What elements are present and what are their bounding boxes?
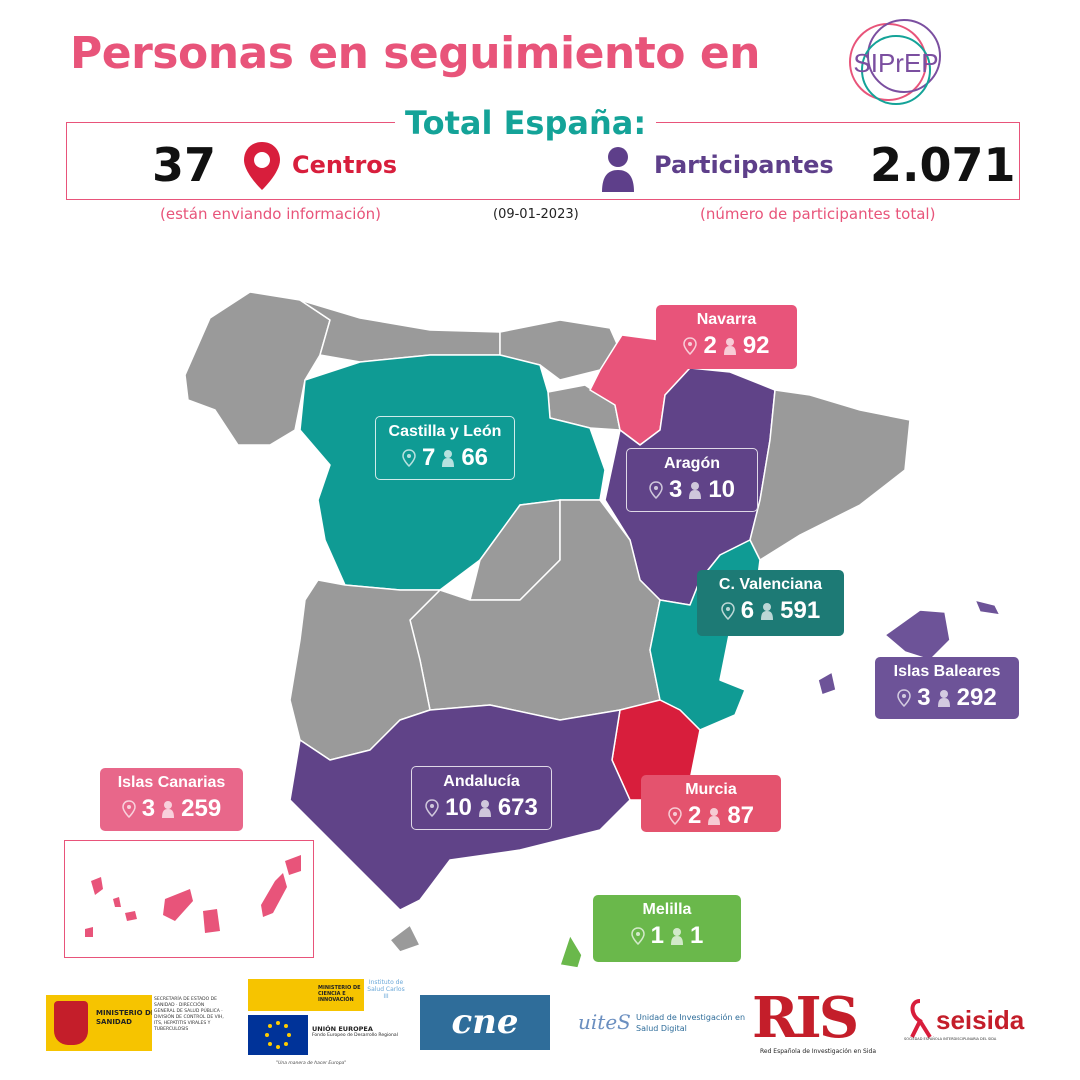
person-icon: [671, 928, 683, 945]
isciii-logo: Instituto de Salud Carlos III: [367, 979, 405, 1000]
region-participantes: 591: [780, 597, 821, 624]
person-icon: [761, 603, 774, 620]
region-participantes: 1: [690, 922, 704, 949]
map-pin-icon: [122, 800, 136, 818]
region-centros: 3: [141, 795, 156, 822]
uites-logo: uiteS: [578, 1010, 631, 1034]
centros-label: Centros: [292, 151, 398, 179]
eu-tagline: "Una manera de hacer Europa": [276, 1061, 347, 1066]
region-label-navarra: Navarra 2 92: [656, 305, 797, 369]
region-label-melilla: Melilla 1 1: [593, 895, 741, 962]
siprep-logo-text: SIPrEP: [853, 48, 938, 78]
region-centros: 10: [445, 794, 472, 821]
cne-logo: cne: [420, 995, 550, 1050]
map-pin-icon: [721, 602, 735, 620]
region-label-islas-canarias: Islas Canarias 3 259: [100, 768, 243, 831]
region-label-aragon: Aragón 3 10: [626, 448, 758, 512]
person-icon: [708, 808, 721, 825]
person-icon: [937, 690, 950, 707]
date-label: (09-01-2023): [493, 207, 579, 222]
region-name: Castilla y León: [388, 423, 502, 440]
participantes-label: Participantes: [654, 151, 834, 179]
map-pin-icon: [897, 689, 912, 707]
participantes-count: 2.071: [870, 138, 1016, 192]
logos-footer: MINISTERIO DE SANIDAD SECRETARÍA DE ESTA…: [0, 975, 1080, 1080]
region-name: Islas Baleares: [893, 663, 1001, 680]
eu-fund: Fondo Europeo de Desarrollo Regional: [312, 1033, 398, 1038]
region-participantes: 10: [708, 476, 736, 503]
region-centros: 1: [650, 922, 664, 949]
ministerio-sanidad-detail: SECRETARÍA DE ESTADO DE SANIDAD · DIRECC…: [152, 995, 228, 1051]
eu-flag-icon: [248, 1015, 308, 1055]
canarias-map: [85, 855, 301, 937]
coat-of-arms-icon: [54, 1001, 88, 1045]
region-ceuta: [389, 924, 421, 953]
region-label-islas-baleares: Islas Baleares 3 292: [875, 657, 1019, 719]
siprep-logo: SIPrEP: [849, 19, 941, 105]
region-participantes: 673: [497, 794, 538, 821]
ris-logo: RIS: [752, 985, 859, 1051]
region-participantes: 66: [461, 444, 489, 471]
region-centros: 3: [668, 476, 683, 503]
summary-label: Total España:: [395, 104, 657, 142]
region-name: Aragón: [664, 455, 720, 472]
region-name: Navarra: [696, 311, 757, 328]
region-label-c-valenciana: C. Valenciana 6 591: [697, 570, 844, 636]
region-centros: 3: [917, 684, 931, 711]
region-name: Islas Canarias: [117, 774, 226, 791]
region-melilla: [559, 934, 583, 969]
ministerio-ciencia-logo: MINISTERIO DE CIENCIA E INNOVACIÓN: [248, 979, 364, 1011]
map-pin-icon: [668, 807, 682, 825]
centros-count: 37: [152, 138, 217, 192]
region-participantes: 292: [956, 684, 997, 711]
page-title: Personas en seguimiento en: [70, 28, 761, 79]
map-pin-icon: [425, 799, 439, 817]
region-centros: 2: [703, 332, 717, 359]
person-icon: [442, 450, 455, 467]
seisida-logo: seisida: [910, 999, 1025, 1039]
region-name: Andalucía: [443, 773, 520, 790]
person-icon: [478, 800, 491, 817]
region-label-castilla-y-leon: Castilla y León 7 66: [375, 416, 515, 480]
person-icon: [162, 801, 175, 818]
ris-label: Red Española de Investigación en Sida: [760, 1048, 876, 1055]
seisida-label: SOCIEDAD ESPAÑOLA INTERDISCIPLINARIA DEL…: [904, 1037, 997, 1041]
ministerio-ciencia-label: MINISTERIO DE CIENCIA E INNOVACIÓN: [318, 985, 361, 1003]
person-icon: [689, 482, 702, 499]
person-icon: [602, 147, 634, 192]
region-name: Murcia: [685, 781, 737, 798]
participantes-note: (número de participantes total): [700, 205, 936, 223]
region-participantes: 92: [742, 332, 770, 359]
map-pin-icon: [683, 337, 698, 355]
region-participantes: 87: [727, 802, 755, 829]
eu-label: UNIÓN EUROPEA Fondo Europeo de Desarroll…: [312, 1025, 412, 1038]
region-asturias: [299, 299, 501, 363]
map-pin-icon: [630, 927, 645, 945]
region-mallorca: [884, 609, 951, 661]
region-centros: 2: [687, 802, 702, 829]
centros-note: (están enviando información): [160, 205, 381, 223]
region-label-murcia: Murcia 2 87: [641, 775, 781, 832]
eu-name: UNIÓN EUROPEA: [312, 1025, 373, 1033]
map-pin-icon: [402, 449, 416, 467]
region-ibiza: [817, 671, 837, 696]
canarias-inset: [64, 840, 314, 958]
ministerio-sanidad-label: MINISTERIO DE SANIDAD: [96, 1009, 156, 1026]
region-menorca: [974, 599, 1001, 616]
map-pin-icon: [244, 142, 280, 190]
region-name: C. Valenciana: [718, 576, 823, 593]
map-pin-icon: [649, 481, 663, 499]
region-cataluna: [749, 389, 911, 561]
region-label-andalucia: Andalucía 10 673: [411, 766, 552, 830]
uites-label: Unidad de Investigación en Salud Digital: [636, 1013, 746, 1033]
seisida-logo-text: seisida: [936, 1005, 1025, 1035]
region-centros: 7: [421, 444, 436, 471]
person-icon: [723, 338, 736, 355]
region-centros: 6: [740, 597, 755, 624]
region-name: Melilla: [642, 901, 692, 918]
region-participantes: 259: [181, 795, 222, 822]
